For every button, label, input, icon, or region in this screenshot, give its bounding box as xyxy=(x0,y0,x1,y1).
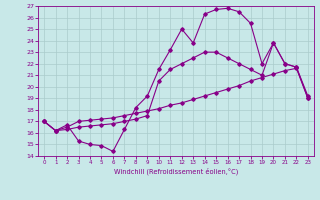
X-axis label: Windchill (Refroidissement éolien,°C): Windchill (Refroidissement éolien,°C) xyxy=(114,168,238,175)
